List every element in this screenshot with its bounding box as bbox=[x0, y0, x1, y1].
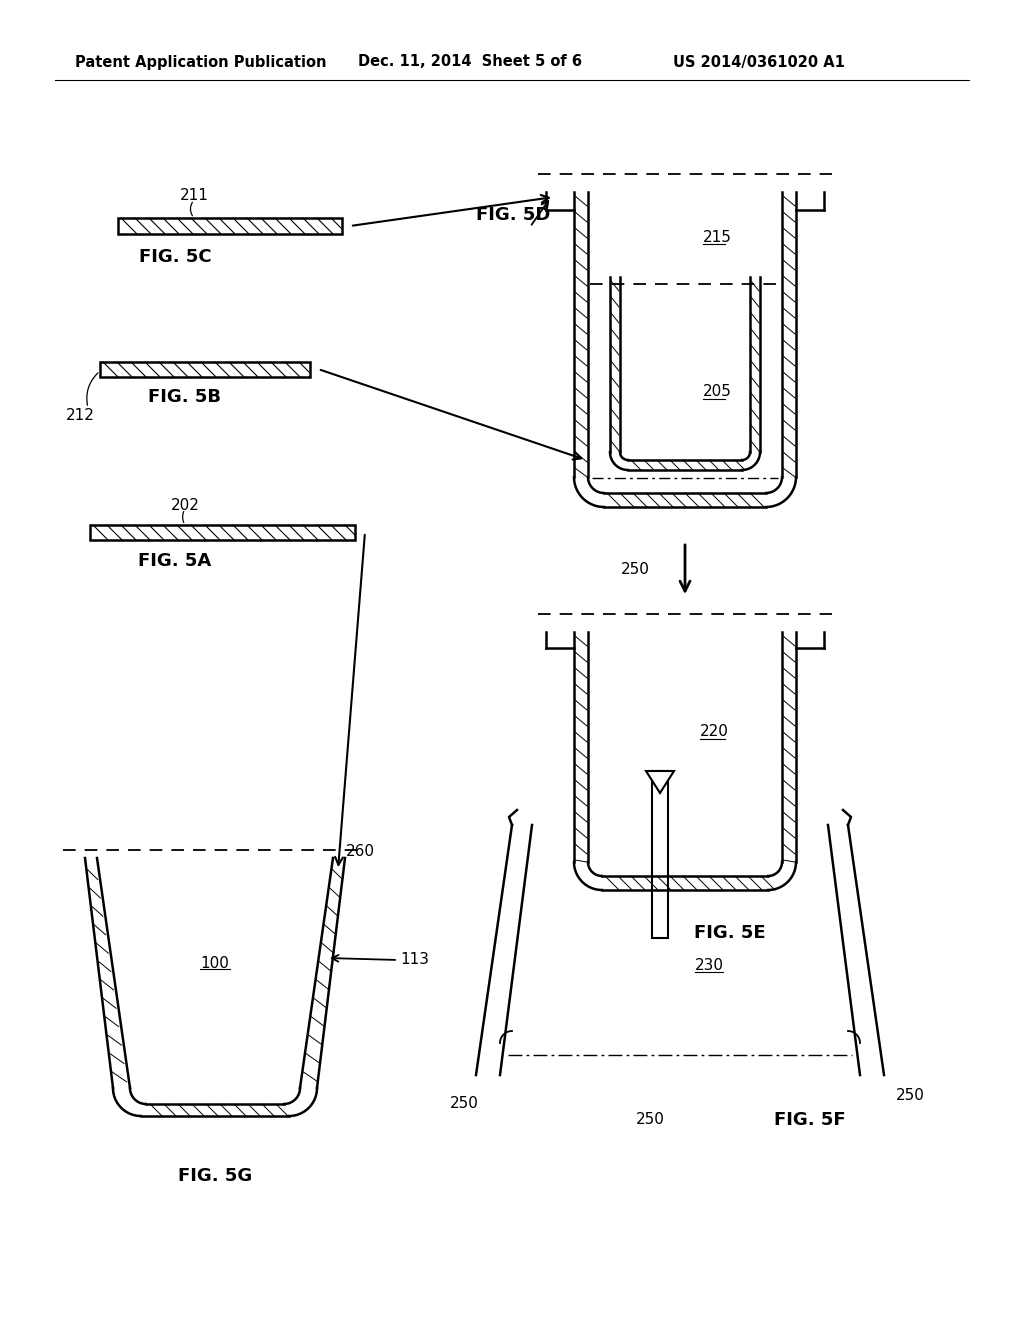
Text: FIG. 5A: FIG. 5A bbox=[138, 552, 212, 570]
Text: 215: 215 bbox=[703, 230, 732, 244]
Text: 250: 250 bbox=[450, 1096, 478, 1110]
Text: 230: 230 bbox=[695, 957, 724, 973]
Text: 250: 250 bbox=[896, 1088, 925, 1102]
Bar bbox=[652, 771, 668, 939]
Text: 113: 113 bbox=[400, 953, 429, 968]
Text: FIG. 5B: FIG. 5B bbox=[148, 388, 221, 407]
Text: 260: 260 bbox=[346, 845, 375, 859]
Text: FIG. 5C: FIG. 5C bbox=[138, 248, 211, 267]
Text: 100: 100 bbox=[201, 956, 229, 970]
Text: 250: 250 bbox=[636, 1113, 665, 1127]
Bar bbox=[118, 218, 342, 234]
Text: FIG. 5D: FIG. 5D bbox=[476, 206, 550, 224]
Bar bbox=[100, 362, 310, 378]
Text: FIG. 5G: FIG. 5G bbox=[178, 1167, 252, 1185]
Text: Patent Application Publication: Patent Application Publication bbox=[75, 54, 327, 70]
Text: 220: 220 bbox=[700, 725, 729, 739]
Text: US 2014/0361020 A1: US 2014/0361020 A1 bbox=[673, 54, 845, 70]
Text: 205: 205 bbox=[703, 384, 732, 400]
Bar bbox=[90, 525, 355, 540]
Text: 202: 202 bbox=[171, 498, 200, 512]
Text: Dec. 11, 2014  Sheet 5 of 6: Dec. 11, 2014 Sheet 5 of 6 bbox=[358, 54, 582, 70]
Text: 212: 212 bbox=[66, 408, 94, 422]
Text: FIG. 5E: FIG. 5E bbox=[694, 924, 766, 942]
Text: FIG. 5F: FIG. 5F bbox=[774, 1111, 846, 1129]
Text: 250: 250 bbox=[622, 561, 650, 577]
Polygon shape bbox=[646, 771, 674, 793]
Text: 211: 211 bbox=[179, 187, 209, 202]
